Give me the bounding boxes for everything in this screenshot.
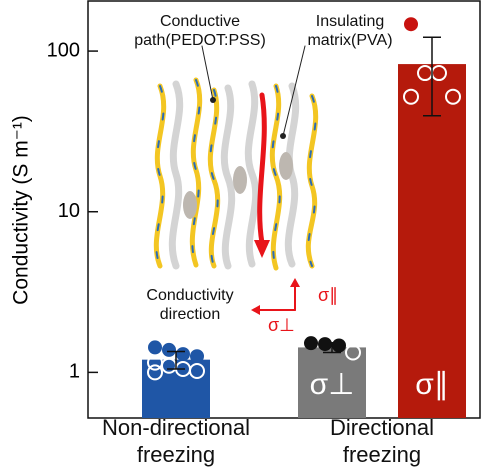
- data-point: [318, 337, 332, 352]
- current-path: [257, 92, 267, 246]
- data-point: [403, 88, 419, 105]
- leader-dot: [280, 133, 286, 139]
- data-point: [332, 338, 346, 353]
- y-axis-label: Conductivity (S m⁻¹): [10, 115, 33, 305]
- data-point: [404, 17, 418, 32]
- data-point: [162, 342, 176, 357]
- plot-frame: [87, 0, 481, 419]
- x-tick-label: Non-directional freezing: [102, 415, 250, 467]
- conductive-fiber: [207, 87, 221, 269]
- data-point: [304, 336, 318, 351]
- conductive-fiber-edge: [307, 95, 317, 267]
- data-point: [148, 340, 162, 355]
- arrowhead: [254, 240, 270, 258]
- bar-label: σ⊥: [310, 368, 355, 401]
- arrowhead: [251, 305, 260, 315]
- bar-label: σ∥: [415, 368, 449, 401]
- data-point: [190, 349, 204, 364]
- data-point: [176, 347, 190, 362]
- data-point: [189, 362, 205, 379]
- matrix-blob: [279, 152, 293, 180]
- leader-line: [201, 45, 214, 101]
- leader-line: [282, 45, 306, 137]
- y-tick-label: 1: [69, 361, 80, 383]
- matrix-blob: [183, 191, 197, 219]
- data-point: [147, 364, 163, 381]
- conductive-fiber-edge: [155, 85, 165, 267]
- annotation: Conductivity direction: [146, 287, 234, 323]
- matrix-fiber: [168, 80, 184, 270]
- annotation: Insulating matrix(PVA): [307, 13, 393, 49]
- y-tick-label: 10: [58, 200, 80, 222]
- conductive-fiber-edge: [271, 85, 281, 269]
- bar: [398, 64, 466, 419]
- matrix-blob: [233, 166, 247, 194]
- y-tick-label: 100: [47, 39, 80, 61]
- matrix-fiber: [244, 80, 260, 268]
- leader-dot: [210, 97, 216, 103]
- matrix-fiber: [284, 82, 300, 268]
- annotation: Conductive path(PEDOT:PSS): [134, 13, 266, 49]
- data-point: [445, 88, 461, 105]
- matrix-fiber: [220, 84, 236, 270]
- arrowhead: [290, 278, 300, 287]
- conductive-fiber-edge: [191, 79, 201, 266]
- direction-label: σ∥: [318, 285, 338, 305]
- data-point: [345, 344, 361, 361]
- illustration: [153, 45, 319, 315]
- direction-label: σ⊥: [268, 315, 295, 335]
- x-tick-label: Directional freezing: [330, 415, 434, 467]
